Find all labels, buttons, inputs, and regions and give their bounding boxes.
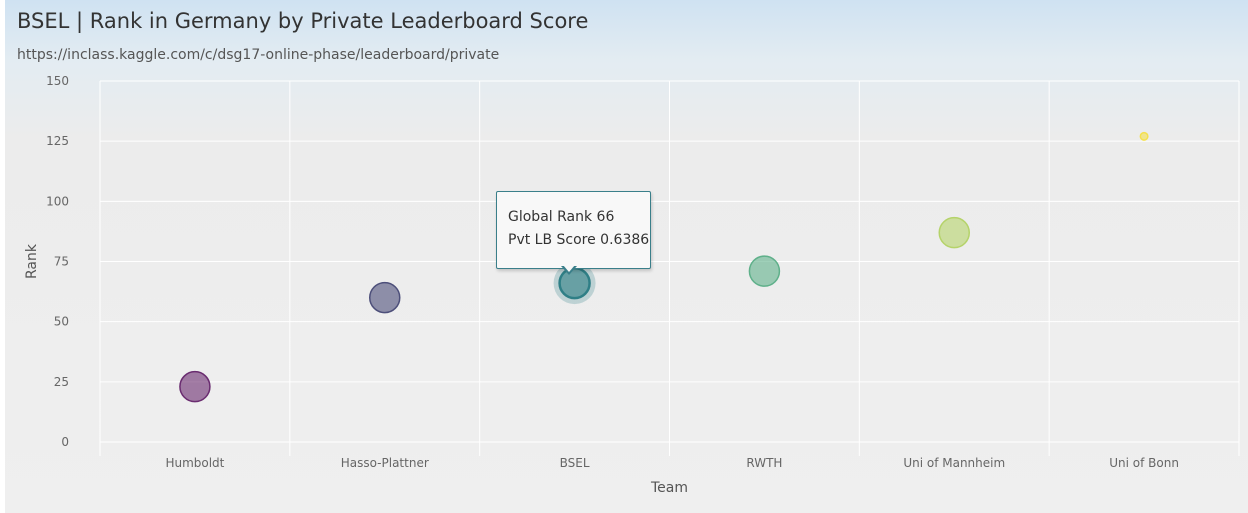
y-tick-label: 50 xyxy=(54,315,69,329)
x-tick-label: Hasso-Plattner xyxy=(341,456,429,470)
data-point-hasso-plattner[interactable] xyxy=(369,281,401,314)
y-tick-label: 100 xyxy=(46,194,69,208)
y-tick-label: 150 xyxy=(46,74,69,88)
y-tick-label: 0 xyxy=(61,435,69,449)
tooltip-pvt-lb-score: Pvt LB Score 0.6386 xyxy=(508,232,650,248)
data-point-uni-of-mannheim[interactable] xyxy=(938,216,970,249)
scatter-plot: 0 25 50 75 100 125 150 Humboldt Hasso-Plattner B… xyxy=(24,74,1240,496)
x-tick-label: Uni of Bonn xyxy=(1109,456,1179,470)
chart-title: BSEL | Rank in Germany by Private Leader… xyxy=(17,9,589,33)
point-tooltip: Global Rank 66 Pvt LB Score 0.6386 xyxy=(496,191,651,269)
x-tick-label: Uni of Mannheim xyxy=(903,456,1005,470)
data-point-uni-of-bonn[interactable] xyxy=(1139,131,1149,141)
y-tick-label: 75 xyxy=(54,255,69,269)
chart-container: BSEL | Rank in Germany by Private Leader… xyxy=(5,0,1248,513)
x-tick-label: BSEL xyxy=(560,456,590,470)
tooltip-global-rank: Global Rank 66 xyxy=(508,209,615,225)
tooltip-caret-inner xyxy=(563,265,575,272)
y-tick-label: 125 xyxy=(46,134,69,148)
y-tick-label: 25 xyxy=(54,375,69,389)
chart-subtitle: https://inclass.kaggle.com/c/dsg17-onlin… xyxy=(17,47,500,63)
data-point-humboldt[interactable] xyxy=(179,370,211,403)
x-axis-title: Team xyxy=(650,480,688,496)
x-tick-label: Humboldt xyxy=(165,456,224,470)
y-axis-title: Rank xyxy=(24,243,40,279)
x-tick-label: RWTH xyxy=(746,456,782,470)
data-point-rwth[interactable] xyxy=(748,255,781,287)
